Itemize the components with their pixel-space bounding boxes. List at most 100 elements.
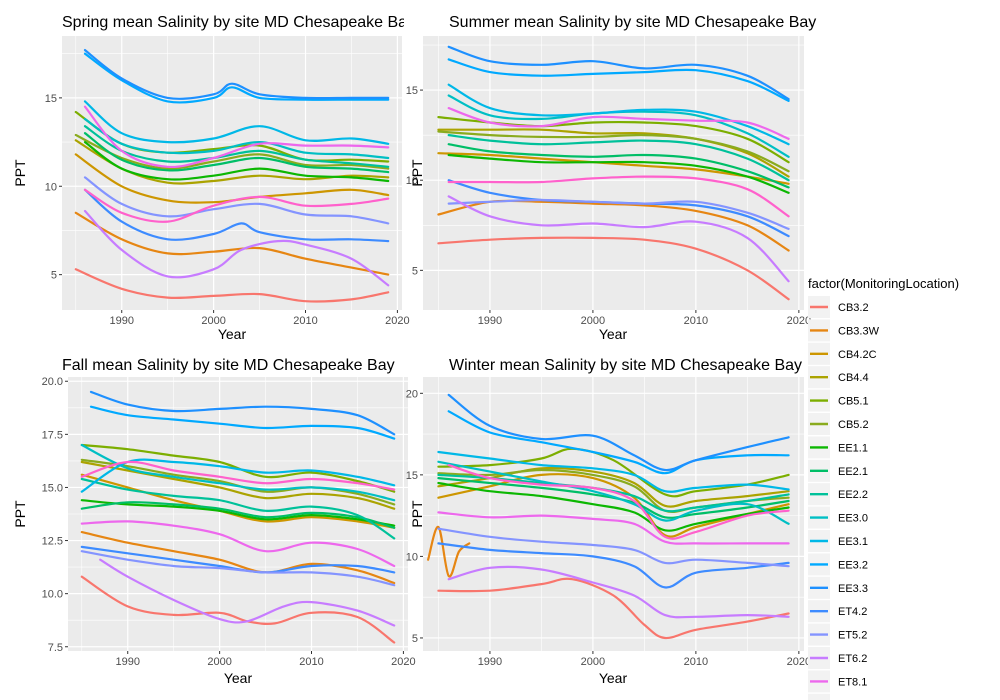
summer-series-line-cb5-2 bbox=[437, 130, 790, 173]
spring-series-line-ee3-1 bbox=[83, 100, 390, 145]
fall-x-axis-label: Year bbox=[224, 670, 253, 686]
winter-y-tick-label: 15 bbox=[406, 470, 418, 482]
winter-plot-area bbox=[423, 377, 804, 651]
fall-x-tick-label: 2000 bbox=[207, 656, 231, 668]
winter-series-line-cb3-2 bbox=[437, 577, 790, 640]
legend-label-cb5-1: CB5.1 bbox=[838, 396, 869, 408]
spring-series-line-cb3-3w bbox=[74, 211, 390, 276]
summer-series-line-et8-1 bbox=[447, 107, 790, 140]
fall-series-line-le1-1 bbox=[80, 460, 396, 491]
fall-series-line-cb4-4 bbox=[80, 460, 396, 510]
winter-x-tick-label: 2010 bbox=[684, 656, 708, 668]
spring-series-line-cb5-2 bbox=[74, 133, 390, 170]
fall-x-tick-label: 2020 bbox=[391, 656, 415, 668]
fall-series-line-ee1-1 bbox=[80, 499, 396, 527]
winter-series-line-le1-1 bbox=[447, 464, 790, 540]
summer-series-line-ee3-1 bbox=[447, 83, 790, 146]
spring-series-line-ee1-1 bbox=[83, 141, 390, 183]
winter-x-tick-label: 2000 bbox=[581, 656, 605, 668]
summer-series-line-ee3-3 bbox=[447, 45, 790, 101]
summer-series-line-ee2-2 bbox=[447, 134, 790, 182]
spring-x-tick-label: 1990 bbox=[109, 315, 133, 327]
spring-x-axis-label: Year bbox=[218, 326, 247, 342]
fall-y-tick-label: 7.5 bbox=[48, 642, 63, 654]
summer-series-line-cb3-2 bbox=[437, 236, 790, 301]
summer-series-line-cb4-4 bbox=[437, 128, 790, 178]
summer-y-axis-label: PPT bbox=[409, 159, 425, 187]
winter-series-line-et4-2 bbox=[437, 542, 790, 589]
spring-series-line-et6-2 bbox=[83, 209, 390, 287]
winter-series-line-et6-2 bbox=[447, 565, 790, 619]
winter-series-line-ee1-1 bbox=[437, 481, 790, 532]
fall-series-line-et5-2 bbox=[80, 550, 396, 587]
summer-series-line-et6-2 bbox=[447, 195, 790, 283]
winter-x-axis-label: Year bbox=[599, 670, 628, 686]
chart-panel-fall: Fall mean Salinity by site MD Chesapeake… bbox=[12, 357, 416, 686]
spring-x-tick-label: 2000 bbox=[201, 315, 225, 327]
legend-label-ee3-3: EE3.3 bbox=[838, 583, 868, 595]
fall-chart-title: Fall mean Salinity by site MD Chesapeake… bbox=[62, 357, 395, 374]
spring-y-tick-label: 5 bbox=[51, 270, 57, 282]
summer-x-tick-label: 2020 bbox=[787, 315, 811, 327]
spring-y-tick-label: 10 bbox=[45, 181, 57, 193]
winter-series-line-ee2-2 bbox=[437, 473, 790, 513]
fall-y-tick-label: 12.5 bbox=[42, 536, 63, 548]
legend-label-cb5-2: CB5.2 bbox=[838, 419, 869, 431]
spring-series-line-le1-1 bbox=[83, 188, 390, 223]
winter-y-axis-label: PPT bbox=[409, 500, 425, 528]
winter-series-line-ee2-1 bbox=[437, 477, 790, 519]
fall-y-tick-label: 17.5 bbox=[42, 429, 63, 441]
winter-series-line-ee3-3 bbox=[447, 393, 790, 472]
winter-x-tick-label: 1990 bbox=[478, 656, 502, 668]
chart-panel-summer: Summer mean Salinity by site MD Chesapea… bbox=[406, 14, 817, 342]
legend-label-et6-2: ET6.2 bbox=[838, 653, 867, 665]
spring-series-line-cb3-2 bbox=[74, 268, 390, 303]
fall-series-line-ee3-2 bbox=[89, 405, 396, 440]
spring-series-line-ee3-2 bbox=[83, 52, 390, 104]
summer-y-tick-label: 10 bbox=[406, 175, 418, 187]
legend-label-ee3-1: EE3.1 bbox=[838, 536, 868, 548]
legend-label-cb4-4: CB4.4 bbox=[838, 372, 869, 384]
winter-chart-title: Winter mean Salinity by site MD Chesapea… bbox=[449, 357, 802, 374]
winter-y-tick-label: 20 bbox=[406, 388, 418, 400]
summer-x-tick-label: 2000 bbox=[581, 315, 605, 327]
winter-x-tick-label: 2020 bbox=[787, 656, 811, 668]
legend-label-et8-1: ET8.1 bbox=[838, 676, 867, 688]
legend-label-cb3-3w: CB3.3W bbox=[838, 325, 880, 337]
winter-series-line-cb3-3w bbox=[427, 525, 471, 578]
summer-x-axis-label: Year bbox=[599, 326, 628, 342]
fall-y-tick-label: 10.0 bbox=[42, 589, 63, 601]
fall-y-axis-label: PPT bbox=[12, 500, 28, 528]
spring-series-line-ee3-3 bbox=[83, 49, 390, 100]
spring-series-line-ee3-0 bbox=[83, 118, 390, 160]
fall-series-line-cb3-3w bbox=[80, 531, 396, 585]
summer-y-tick-label: 15 bbox=[406, 85, 418, 97]
summer-x-tick-label: 1990 bbox=[478, 315, 502, 327]
legend-title: factor(MonitoringLocation) bbox=[808, 276, 959, 291]
legend-label-et4-2: ET4.2 bbox=[838, 606, 867, 618]
spring-series-line-et8-1 bbox=[83, 105, 390, 169]
fall-x-tick-label: 2010 bbox=[299, 656, 323, 668]
fall-series-line-et6-2 bbox=[99, 558, 396, 627]
summer-plot-area bbox=[423, 36, 804, 310]
legend-label-ee1-1: EE1.1 bbox=[838, 442, 868, 454]
legend-label-cb4-2c: CB4.2C bbox=[838, 349, 877, 361]
spring-series-line-ee2-1 bbox=[83, 132, 390, 174]
legend-label-ee2-2: EE2.2 bbox=[838, 489, 868, 501]
summer-series-line-ee3-2 bbox=[447, 58, 790, 102]
spring-series-line-et4-2 bbox=[83, 188, 390, 243]
winter-series-line-ee3-2 bbox=[447, 410, 790, 475]
winter-series-line-ee3-1 bbox=[437, 450, 790, 493]
legend-key-box bbox=[808, 693, 830, 700]
fall-series-line-ee2-1 bbox=[80, 501, 396, 529]
chart-panel-winter: Winter mean Salinity by site MD Chesapea… bbox=[406, 357, 811, 686]
summer-series-line-ee2-1 bbox=[447, 143, 790, 189]
winter-y-tick-label: 5 bbox=[412, 633, 418, 645]
winter-series-line-cb5-1 bbox=[437, 447, 790, 498]
fall-series-line-cb4-2c bbox=[80, 473, 396, 529]
fall-series-line-et8-1 bbox=[80, 520, 396, 568]
winter-series-line-ee3-0 bbox=[437, 460, 790, 525]
winter-y-tick-label: 10 bbox=[406, 551, 418, 563]
spring-chart-title: Spring mean Salinity by site MD Chesapea… bbox=[62, 14, 415, 31]
winter-series-line-et5-2 bbox=[437, 527, 790, 568]
